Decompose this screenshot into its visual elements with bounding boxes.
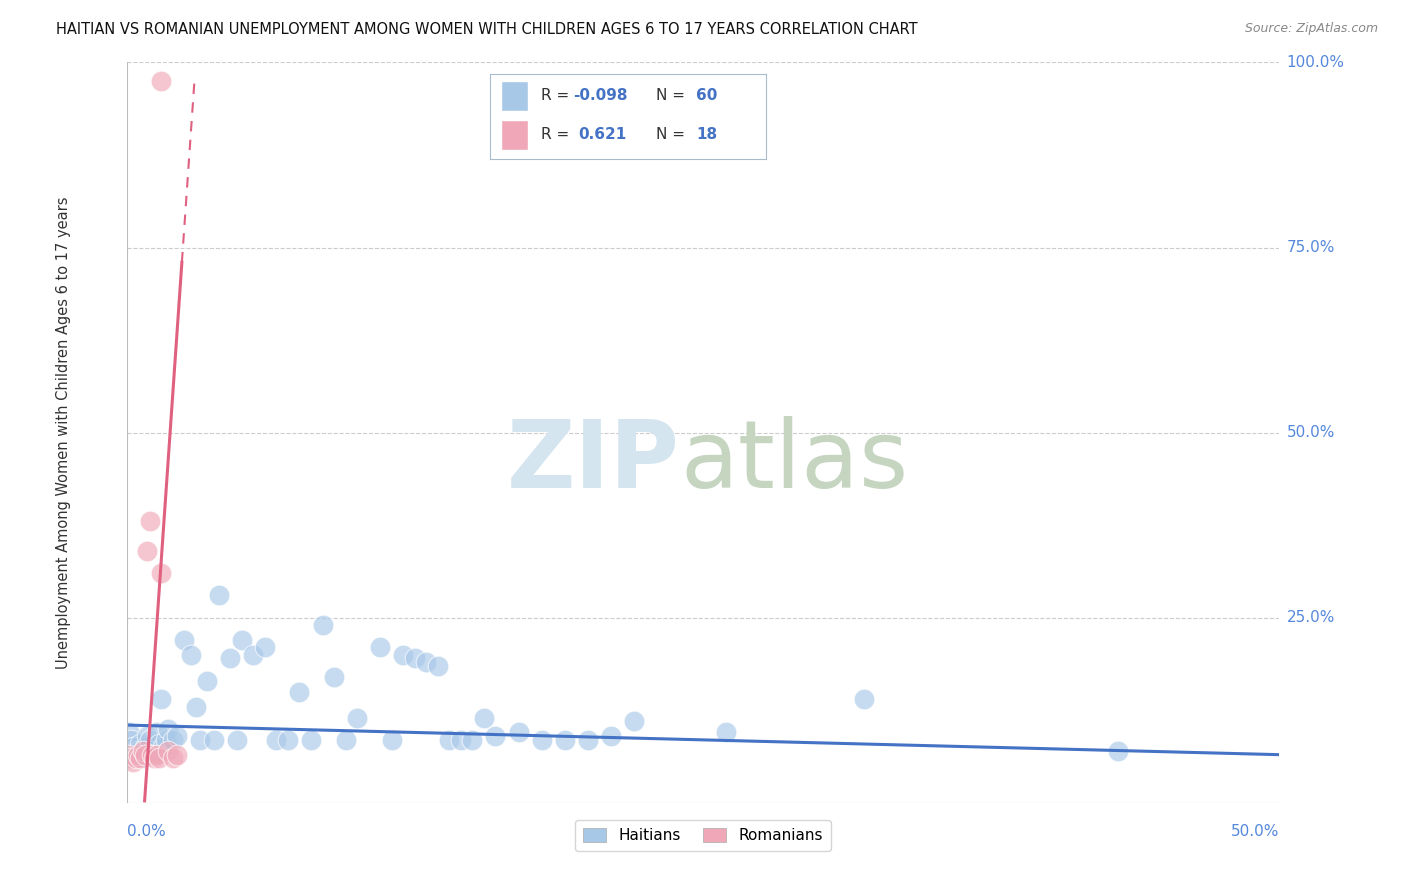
Point xyxy=(368,640,391,655)
Point xyxy=(118,747,141,762)
Point xyxy=(136,729,159,743)
Point xyxy=(166,729,188,743)
Text: 50.0%: 50.0% xyxy=(1232,823,1279,838)
Point xyxy=(508,725,530,739)
Legend: Haitians, Romanians: Haitians, Romanians xyxy=(575,821,831,851)
Point xyxy=(461,732,484,747)
Point xyxy=(450,732,472,747)
Point xyxy=(530,732,553,747)
Point xyxy=(145,725,167,739)
Point xyxy=(576,732,599,747)
Point xyxy=(129,751,152,765)
Point xyxy=(311,618,333,632)
Point xyxy=(439,732,461,747)
Point xyxy=(138,515,160,529)
Point xyxy=(299,732,322,747)
Point xyxy=(136,544,159,558)
Point xyxy=(404,651,426,665)
Text: ZIP: ZIP xyxy=(508,417,681,508)
Point xyxy=(141,744,163,758)
Point xyxy=(125,751,148,765)
Point xyxy=(131,744,153,758)
Point xyxy=(162,732,184,747)
Point xyxy=(145,747,167,762)
Point xyxy=(138,732,160,747)
Point xyxy=(150,566,173,581)
Point xyxy=(127,747,149,762)
Point xyxy=(134,740,156,755)
Point xyxy=(392,648,415,662)
Point xyxy=(122,740,145,755)
Text: 100.0%: 100.0% xyxy=(1286,55,1344,70)
Point xyxy=(184,699,207,714)
Point xyxy=(131,751,153,765)
Point xyxy=(122,755,145,769)
Text: 75.0%: 75.0% xyxy=(1286,240,1334,255)
Point xyxy=(381,732,404,747)
Point xyxy=(150,74,173,88)
Point xyxy=(173,632,195,647)
Point xyxy=(426,658,449,673)
Point xyxy=(143,747,166,762)
Point xyxy=(242,648,264,662)
Point xyxy=(120,751,142,765)
Text: HAITIAN VS ROMANIAN UNEMPLOYMENT AMONG WOMEN WITH CHILDREN AGES 6 TO 17 YEARS CO: HAITIAN VS ROMANIAN UNEMPLOYMENT AMONG W… xyxy=(56,22,918,37)
Point xyxy=(188,732,211,747)
Point xyxy=(195,673,218,688)
Point xyxy=(152,740,174,755)
Point xyxy=(208,589,231,603)
Point xyxy=(202,732,225,747)
Text: 0.0%: 0.0% xyxy=(127,823,166,838)
Point xyxy=(714,725,737,739)
Point xyxy=(150,692,173,706)
Point xyxy=(125,747,148,762)
Point xyxy=(118,725,141,739)
Point xyxy=(157,744,180,758)
Point xyxy=(1107,744,1129,758)
Text: Source: ZipAtlas.com: Source: ZipAtlas.com xyxy=(1244,22,1378,36)
Point xyxy=(853,692,876,706)
Point xyxy=(148,751,170,765)
Point xyxy=(288,685,311,699)
Point xyxy=(346,711,368,725)
Point xyxy=(127,744,149,758)
Point xyxy=(120,732,142,747)
Text: Unemployment Among Women with Children Ages 6 to 17 years: Unemployment Among Women with Children A… xyxy=(56,196,70,669)
Point xyxy=(623,714,645,729)
Point xyxy=(226,732,249,747)
Point xyxy=(472,711,495,725)
Point xyxy=(323,670,346,684)
Point xyxy=(554,732,576,747)
Point xyxy=(134,747,156,762)
Point xyxy=(129,737,152,751)
Point xyxy=(155,732,177,747)
Point xyxy=(484,729,506,743)
Point xyxy=(231,632,253,647)
Point xyxy=(166,747,188,762)
Point xyxy=(162,751,184,765)
Point xyxy=(148,737,170,751)
Point xyxy=(157,722,180,736)
Point xyxy=(143,751,166,765)
Point xyxy=(415,655,437,669)
Point xyxy=(253,640,276,655)
Point xyxy=(180,648,202,662)
Point xyxy=(266,732,288,747)
Text: 25.0%: 25.0% xyxy=(1286,610,1334,625)
Text: 50.0%: 50.0% xyxy=(1286,425,1334,440)
Point xyxy=(599,729,621,743)
Point xyxy=(141,747,163,762)
Point xyxy=(277,732,299,747)
Text: atlas: atlas xyxy=(681,417,908,508)
Point xyxy=(335,732,357,747)
Point xyxy=(219,651,242,665)
